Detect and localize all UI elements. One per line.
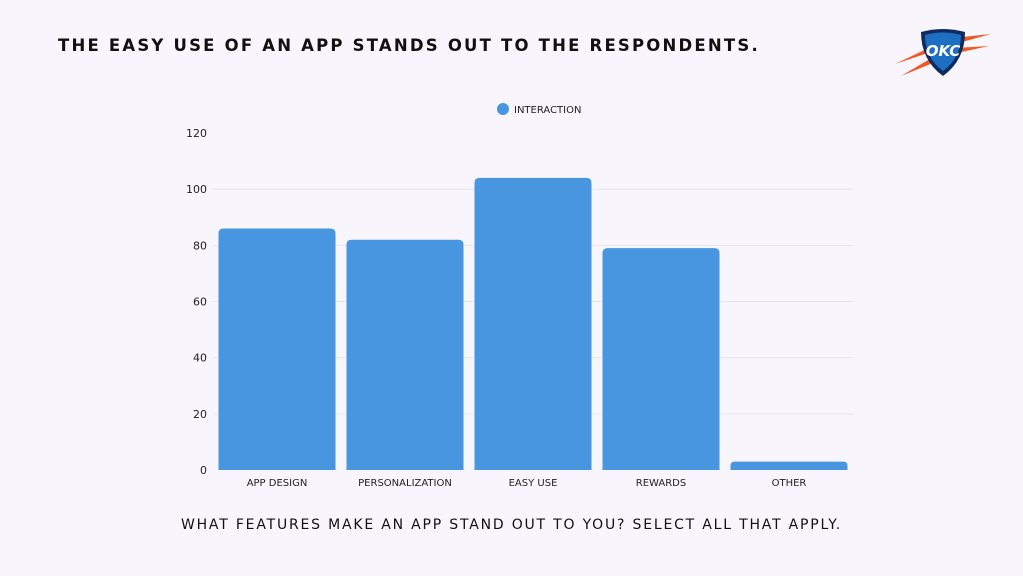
y-tick-label: 20 [193,408,207,421]
y-tick-label: 0 [200,464,207,477]
y-tick-label: 80 [193,239,207,252]
y-tick-label: 120 [186,127,207,140]
bar-other [730,461,848,470]
legend-label: INTERACTION [514,105,581,116]
x-tick-label: REWARDS [636,478,686,489]
bars [218,177,848,470]
bar-app-design [218,228,336,470]
x-tick-label: PERSONALIZATION [358,478,452,489]
y-tick-label: 40 [193,352,207,365]
x-tick-label: APP DESIGN [247,478,308,489]
slide-title: THE EASY USE OF AN APP STANDS OUT TO THE… [58,36,760,55]
legend-marker [497,103,509,115]
bar-easy-use [474,177,592,470]
x-tick-label: OTHER [772,478,807,489]
x-axis: APP DESIGN PERSONALIZATION EASY USE REWARDS… [247,478,807,489]
logo-text: OKC [926,42,960,60]
y-tick-label: 100 [186,183,207,196]
y-tick-label: 60 [193,296,207,309]
x-tick-label: EASY USE [509,478,558,489]
survey-question: WHAT FEATURES MAKE AN APP STAND OUT TO Y… [180,517,843,533]
legend: INTERACTION [497,103,581,116]
y-axis: 0 20 40 60 80 100 120 [186,127,207,477]
okc-logo-icon: OKC [895,29,991,76]
bar-rewards [602,248,720,470]
bar-personalization [346,239,464,470]
